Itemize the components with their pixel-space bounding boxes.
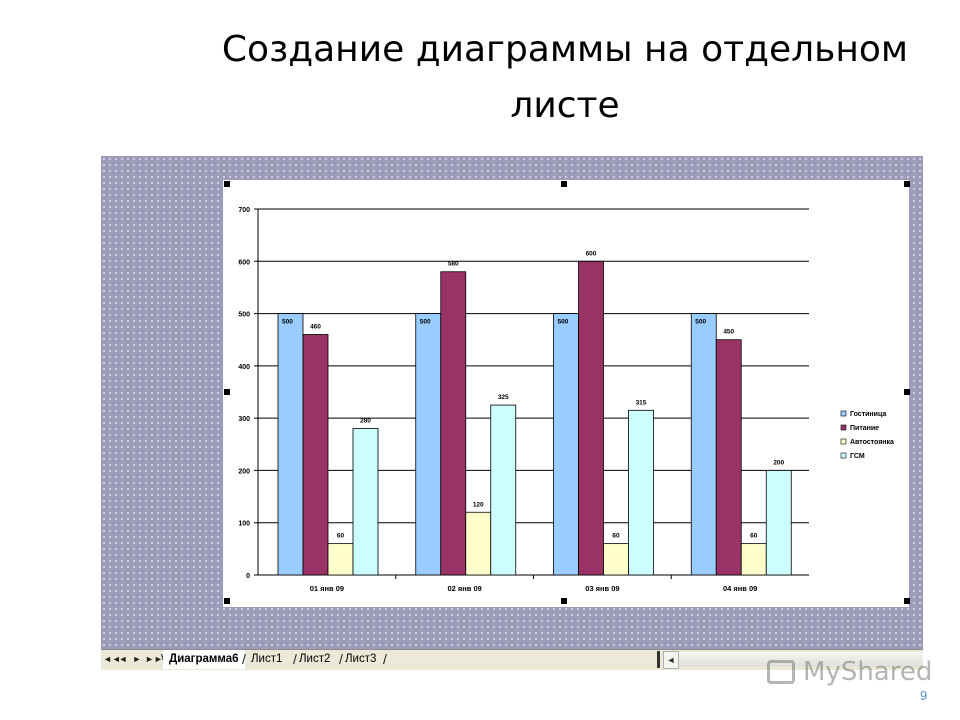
tab-separator: / — [293, 651, 297, 667]
presentation-board-icon — [767, 660, 795, 684]
legend-entry: Питание — [850, 425, 879, 432]
selection-handle-tl[interactable] — [224, 181, 230, 187]
sheet-tab-list1[interactable]: Лист1 — [251, 653, 283, 665]
data-label: 500 — [420, 319, 431, 326]
bar — [465, 511, 492, 576]
bar — [603, 543, 629, 576]
legend-entry: Гостиница — [850, 411, 886, 418]
data-label: 500 — [558, 319, 569, 326]
y-tick-label: 100 — [238, 521, 250, 528]
bar — [440, 271, 467, 576]
selection-handle-ml[interactable] — [224, 389, 230, 395]
x-tick-label: 01 янв 09 — [310, 584, 344, 593]
data-label: 60 — [337, 533, 345, 540]
tab-separator: / — [339, 651, 343, 667]
y-tick-label: 300 — [238, 416, 250, 423]
bar — [277, 313, 304, 576]
selection-handle-tr[interactable] — [904, 181, 910, 187]
slide-title: Создание диаграммы на отдельном листе — [150, 22, 960, 134]
bar — [765, 470, 792, 576]
sheet-tab-bar: ◄◄ ◄ ► ►► \ Диаграмма6 / Лист1 / Лист2 /… — [101, 649, 923, 670]
data-label: 460 — [310, 323, 321, 330]
legend-entry: Автостоянка — [850, 439, 894, 446]
y-tick-label: 500 — [238, 312, 250, 319]
prev-sheet-button[interactable]: ◄ — [118, 654, 128, 664]
last-sheet-button[interactable]: ►► — [145, 654, 163, 664]
x-tick-label: 02 янв 09 — [447, 584, 481, 593]
excel-chart-sheet: 0 100 200 300 400 500 600 700 500 460 60 280 01 янв … — [101, 156, 923, 649]
watermark: MyShared — [765, 655, 932, 695]
bar-chart: 0 100 200 300 400 500 600 700 500 460 60 280 01 янв … — [238, 207, 894, 593]
legend-swatch — [840, 410, 847, 417]
legend-swatch — [840, 452, 847, 459]
data-label: 325 — [498, 394, 509, 401]
title-line-2: листе — [510, 85, 620, 126]
bar — [352, 428, 379, 576]
bar — [490, 404, 517, 576]
y-tick-label: 400 — [238, 364, 250, 371]
y-tick-label: 700 — [238, 207, 250, 214]
legend-swatch — [840, 438, 847, 445]
data-label: 500 — [282, 319, 293, 326]
first-sheet-button[interactable]: ◄◄ — [103, 654, 121, 664]
data-label: 580 — [448, 261, 459, 268]
y-tick-label: 0 — [246, 573, 250, 580]
bar — [715, 339, 742, 576]
selection-handle-br[interactable] — [904, 598, 910, 604]
y-tick-label: 600 — [238, 259, 250, 266]
bar — [415, 313, 442, 576]
chart-area[interactable]: 0 100 200 300 400 500 600 700 500 460 60 280 01 янв … — [223, 180, 909, 607]
selection-handle-bl[interactable] — [224, 598, 230, 604]
horizontal-scrollbar[interactable] — [679, 652, 923, 667]
x-tick-label: 04 янв 09 — [723, 584, 757, 593]
bar — [690, 313, 717, 576]
watermark-text: MyShared — [803, 657, 933, 687]
y-tick-label: 200 — [238, 468, 250, 475]
tab-separator: / — [242, 651, 246, 667]
legend-entry: ГСМ — [850, 453, 865, 460]
bar — [740, 543, 767, 576]
data-label: 450 — [723, 329, 734, 336]
data-label: 600 — [586, 250, 597, 257]
legend-swatch — [840, 424, 847, 431]
bar — [302, 334, 329, 576]
bar — [553, 313, 579, 576]
data-label: 500 — [695, 319, 706, 326]
tab-separator: / — [383, 651, 387, 667]
data-label: 60 — [750, 533, 758, 540]
data-label: 60 — [612, 533, 620, 540]
sheet-tab-list2[interactable]: Лист2 — [299, 653, 331, 665]
bar — [628, 409, 654, 576]
data-label: 120 — [473, 501, 484, 508]
data-label: 315 — [636, 399, 647, 406]
title-line-1: Создание диаграммы на отдельном — [221, 29, 909, 70]
selection-handle-mr[interactable] — [904, 389, 910, 395]
tab-split-box[interactable] — [657, 651, 660, 668]
sheet-tab-list3[interactable]: Лист3 — [345, 653, 377, 665]
bar — [578, 260, 604, 576]
x-tick-label: 03 янв 09 — [585, 584, 619, 593]
next-sheet-button[interactable]: ► — [132, 654, 142, 664]
data-label: 200 — [773, 459, 784, 466]
scroll-left-button[interactable]: ◄ — [663, 651, 679, 669]
bar — [327, 543, 354, 576]
sheet-tab-diagram6[interactable]: Диаграмма6 — [163, 650, 245, 669]
page-number: 9 — [920, 688, 928, 703]
selection-handle-tc[interactable] — [561, 181, 567, 187]
tab-separator: \ — [161, 651, 165, 667]
selection-handle-bc[interactable] — [561, 598, 567, 604]
data-label: 280 — [360, 418, 371, 425]
